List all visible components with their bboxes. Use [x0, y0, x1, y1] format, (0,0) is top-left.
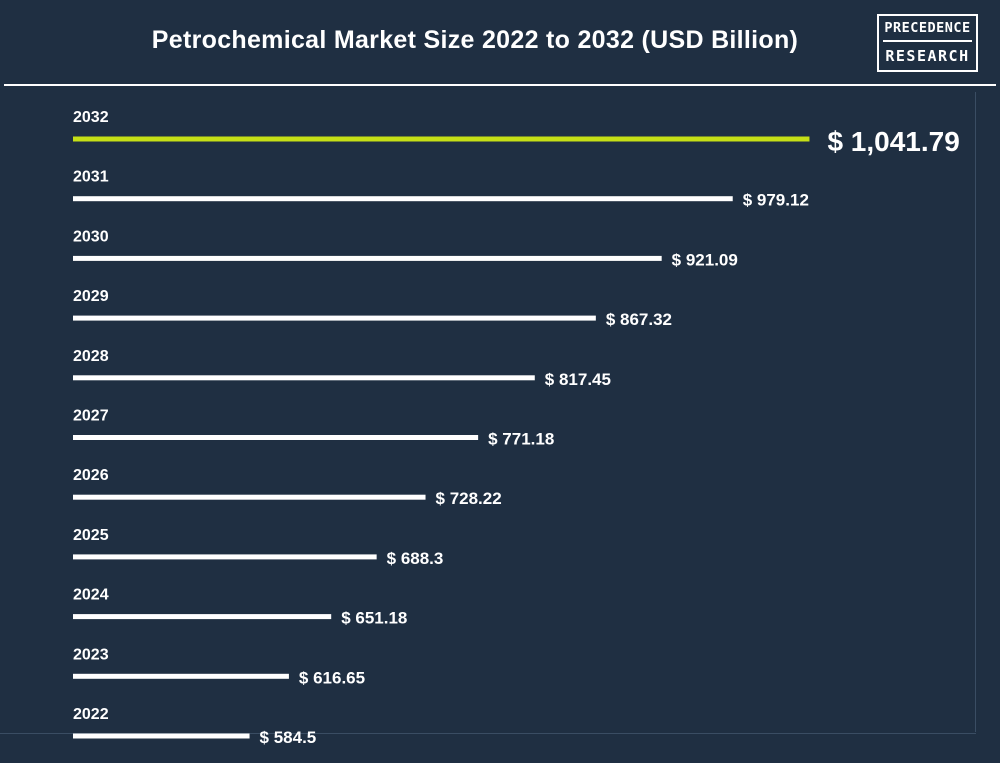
title-divider: [4, 84, 996, 86]
value-label-2027: $ 771.18: [488, 430, 554, 449]
logo-text-line2: RESEARCH: [885, 47, 970, 65]
value-label-2025: $ 688.3: [387, 549, 444, 568]
value-label-2022: $ 584.5: [260, 728, 317, 747]
value-label-2024: $ 651.18: [341, 609, 407, 628]
year-label-2024: 2024: [73, 587, 109, 604]
bar-2022: [73, 733, 250, 739]
value-label-2031: $ 979.12: [743, 191, 809, 210]
bar-2027: [73, 435, 479, 440]
bar-2032: [73, 136, 810, 142]
logo-text-line1: PRECEDENCE: [883, 16, 972, 42]
frame-border-bottom: [0, 733, 976, 734]
year-label-2026: 2026: [73, 467, 109, 484]
bar-2025: [73, 554, 377, 560]
value-label-2028: $ 817.45: [545, 370, 611, 389]
bar-2026: [73, 494, 426, 500]
value-label-2032: $ 1,041.79: [827, 126, 959, 157]
bar-2029: [73, 315, 596, 321]
precedence-research-logo: PRECEDENCE RESEARCH: [877, 14, 978, 72]
year-label-2027: 2027: [73, 408, 109, 425]
year-label-2025: 2025: [73, 527, 109, 544]
year-label-2031: 2031: [73, 169, 109, 186]
frame-border-right: [975, 92, 976, 732]
value-label-2026: $ 728.22: [436, 489, 502, 508]
bar-2028: [73, 375, 535, 381]
year-label-2032: 2032: [73, 109, 109, 126]
bar-2023: [73, 673, 289, 679]
value-label-2023: $ 616.65: [299, 668, 365, 687]
year-label-2028: 2028: [73, 348, 109, 365]
bar-2030: [73, 255, 662, 261]
value-label-2030: $ 921.09: [672, 250, 738, 269]
value-label-2029: $ 867.32: [606, 310, 672, 329]
year-label-2023: 2023: [73, 646, 109, 663]
bar-2024: [73, 614, 332, 620]
year-label-2029: 2029: [73, 288, 109, 305]
bar-2031: [73, 196, 733, 202]
year-label-2022: 2022: [73, 706, 109, 723]
chart-title: Petrochemical Market Size 2022 to 2032 (…: [151, 26, 799, 54]
year-label-2030: 2030: [73, 228, 109, 245]
